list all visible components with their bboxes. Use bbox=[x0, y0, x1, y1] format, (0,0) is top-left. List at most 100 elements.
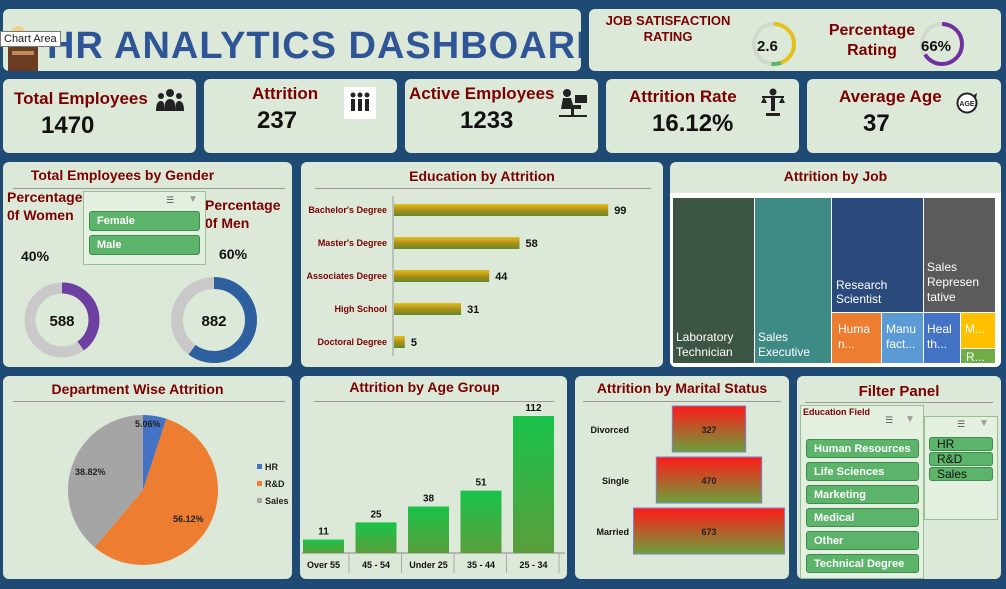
kpi-value: 1470 bbox=[41, 112, 95, 139]
slicer-option-female[interactable]: Female bbox=[89, 211, 200, 231]
kpi-average-age: Average Age AGE 37 bbox=[807, 79, 1001, 153]
percentage-rating-value: 66% bbox=[921, 38, 952, 55]
legend-label: HR bbox=[265, 462, 278, 472]
kpi-label: Attrition Rate bbox=[629, 87, 737, 106]
job-satisfaction-gauge bbox=[752, 22, 796, 66]
bar bbox=[513, 416, 554, 553]
men-donut-chart: 882 bbox=[171, 277, 257, 363]
people-group-icon bbox=[156, 89, 184, 111]
funnel-bar bbox=[671, 405, 747, 453]
slicer-option-male[interactable]: Male bbox=[89, 235, 200, 255]
slicer-option-sales[interactable]: Sales bbox=[929, 467, 993, 481]
panel-title: Education by Attrition bbox=[409, 168, 555, 184]
kpi-value: 37 bbox=[863, 110, 890, 137]
page-title: HR ANALYTICS DASHBOARD bbox=[47, 25, 581, 67]
title-divider bbox=[315, 188, 651, 189]
filter-panel: Filter Panel Education Field ☰ ▼ Human R… bbox=[797, 376, 1001, 579]
header-card: HR ANALYTICS DASHBOARD bbox=[3, 9, 581, 71]
kpi-label: Active Employees bbox=[409, 84, 555, 103]
kpi-label: Average Age bbox=[839, 87, 942, 106]
people-leaving-icon bbox=[344, 87, 376, 119]
category-label: 45 - 54 bbox=[362, 560, 390, 570]
treemap-label: Heal th... bbox=[927, 322, 952, 351]
data-label: 38 bbox=[423, 494, 435, 505]
kpi-value: 16.12% bbox=[652, 110, 734, 137]
men-percentage-label: Percentage 0f Men bbox=[205, 197, 281, 231]
title-divider bbox=[314, 401, 554, 402]
treemap-label: Laboratory Technician bbox=[676, 330, 733, 359]
bar bbox=[408, 506, 449, 553]
data-label: 31 bbox=[467, 304, 479, 316]
slicer-clear-filter-icon[interactable]: ▼ bbox=[905, 414, 915, 425]
legend-swatch bbox=[257, 481, 262, 486]
treemap-cell bbox=[832, 198, 923, 312]
satisfaction-card: JOB SATISFACTION RATING 2.6 Percentage R… bbox=[589, 9, 1001, 71]
category-label: Doctoral Degree bbox=[317, 337, 387, 347]
slicer-option-medical[interactable]: Medical bbox=[806, 508, 919, 527]
title-divider bbox=[583, 401, 781, 402]
bar bbox=[303, 539, 344, 553]
slice-label: 5.06% bbox=[135, 419, 161, 429]
data-label: 51 bbox=[475, 478, 487, 489]
category-label: Bachelor's Degree bbox=[308, 205, 387, 215]
slicer-multiselect-icon[interactable]: ☰ bbox=[957, 419, 966, 429]
data-label: 25 bbox=[370, 509, 382, 520]
category-label: Divorced bbox=[590, 425, 629, 435]
pie-slice bbox=[94, 418, 218, 565]
gender-panel: Total Employees by Gender Percentage 0f … bbox=[3, 162, 292, 367]
slicer-option-other[interactable]: Other bbox=[806, 531, 919, 550]
job-satisfaction-value: 2.6 bbox=[757, 38, 778, 55]
treemap-label: Sales Represen tative bbox=[927, 260, 979, 304]
data-label: 327 bbox=[701, 425, 716, 435]
percentage-rating-gauge bbox=[920, 22, 964, 66]
job-treemap: Laboratory Technician Sales Executive Resear… bbox=[673, 198, 995, 363]
percentage-rating-label: Percentage Rating bbox=[828, 22, 916, 59]
bar bbox=[394, 237, 520, 249]
category-label: 25 - 34 bbox=[519, 560, 547, 570]
kpi-total-employees: Total Employees 1470 bbox=[3, 79, 196, 153]
svg-text:AGE: AGE bbox=[959, 101, 975, 108]
category-label: Married bbox=[596, 527, 629, 537]
bar bbox=[394, 270, 490, 282]
slicer-title: Education Field bbox=[803, 407, 871, 417]
pie-slice bbox=[67, 415, 143, 548]
slicer-multiselect-icon[interactable]: ☰ bbox=[885, 415, 894, 425]
person-scale-icon bbox=[761, 88, 785, 116]
title-divider bbox=[13, 188, 285, 189]
department-slicer: ☰ ▼ HR R&D Sales bbox=[924, 416, 998, 520]
category-label: Single bbox=[602, 476, 629, 486]
women-donut-chart: 588 bbox=[24, 282, 100, 358]
category-label: High School bbox=[335, 304, 388, 314]
data-label: 673 bbox=[701, 527, 716, 537]
department-panel: Department Wise Attrition 5.06% 56.12% 38.… bbox=[3, 376, 292, 579]
treemap-cell bbox=[961, 349, 995, 363]
treemap-label: Huma n... bbox=[838, 322, 870, 351]
kpi-attrition-rate: Attrition Rate 16.12% bbox=[606, 79, 799, 153]
slicer-option-marketing[interactable]: Marketing bbox=[806, 485, 919, 504]
slicer-clear-filter-icon[interactable]: ▼ bbox=[188, 194, 198, 205]
data-label: 112 bbox=[525, 403, 542, 414]
slicer-option-life-sciences[interactable]: Life Sciences bbox=[806, 462, 919, 481]
slicer-option-hr[interactable]: HR bbox=[929, 437, 993, 451]
age-group-bar-chart: 11 Over 55 25 45 - 54 38 Under 25 51 35 - 44 112… bbox=[302, 403, 565, 573]
slicer-multiselect-icon[interactable]: ☰ bbox=[166, 195, 175, 205]
marital-panel: Attrition by Marital Status 327 Divorced 4… bbox=[575, 376, 789, 579]
data-label: 470 bbox=[701, 476, 716, 486]
slice-label: 56.12% bbox=[173, 514, 204, 524]
legend-label: R&D bbox=[265, 479, 285, 489]
bar bbox=[394, 303, 462, 315]
slicer-option-human-resources[interactable]: Human Resources bbox=[806, 439, 919, 458]
kpi-label: Total Employees bbox=[14, 89, 148, 108]
legend-label: Sales bbox=[265, 496, 289, 506]
kpi-value: 1233 bbox=[460, 107, 514, 134]
women-percentage-value: 40% bbox=[21, 248, 50, 264]
category-label: 35 - 44 bbox=[467, 560, 495, 570]
data-label: 5 bbox=[411, 337, 417, 349]
data-label: 11 bbox=[318, 527, 329, 538]
slicer-option-technical-degree[interactable]: Technical Degree bbox=[806, 554, 919, 573]
slicer-clear-filter-icon[interactable]: ▼ bbox=[979, 418, 989, 429]
title-divider bbox=[805, 402, 993, 403]
slicer-option-rnd[interactable]: R&D bbox=[929, 452, 993, 466]
panel-title: Filter Panel bbox=[858, 383, 940, 400]
men-count: 882 bbox=[201, 313, 226, 330]
